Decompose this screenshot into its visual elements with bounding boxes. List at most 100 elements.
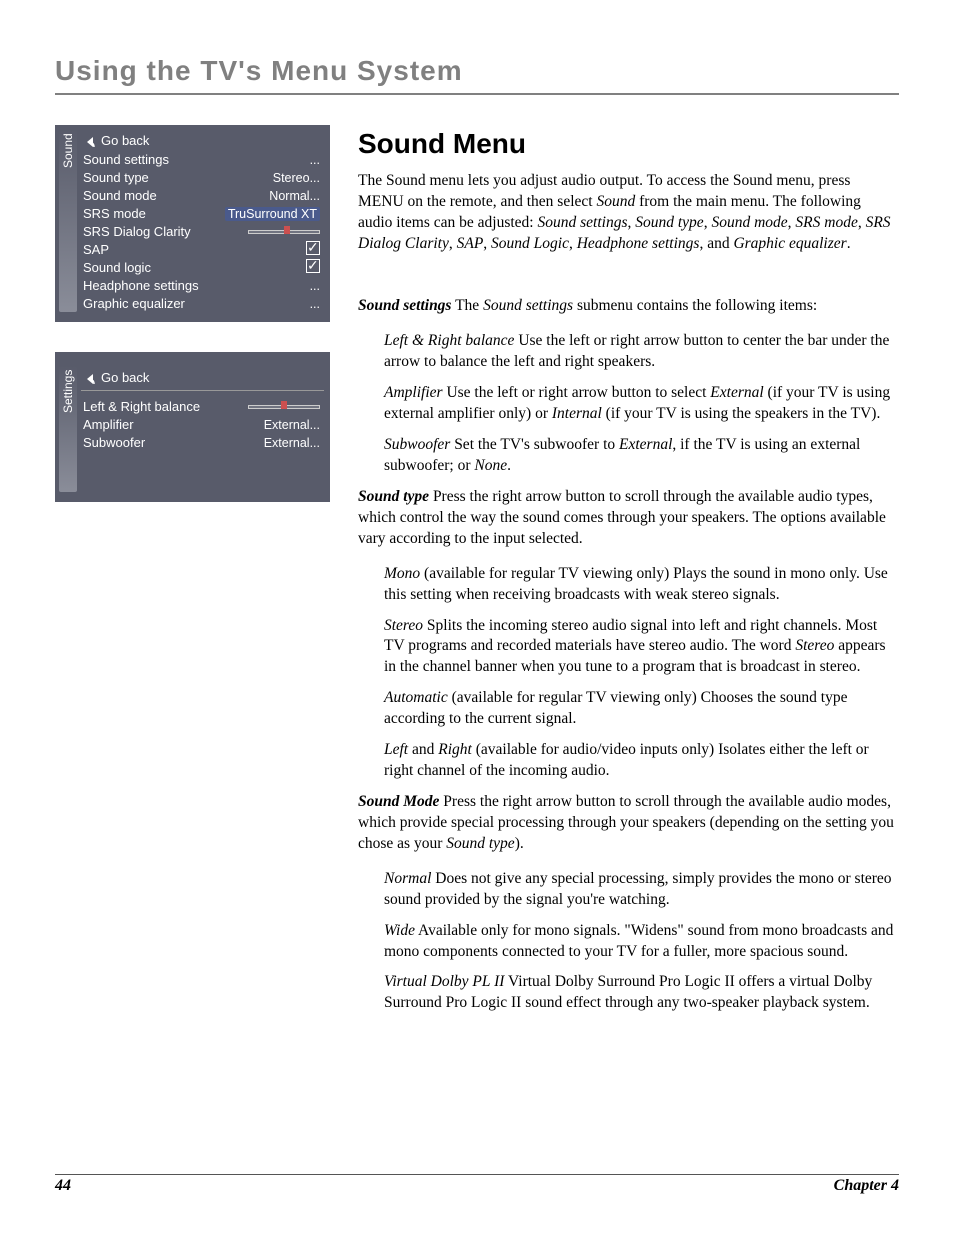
auto-text: (available for regular TV viewing only) …: [384, 689, 847, 727]
osd-row-value: External...: [264, 418, 320, 432]
osd-row[interactable]: SAP: [81, 241, 324, 258]
osd-row-value: ...: [310, 153, 320, 167]
osd-row[interactable]: SRS mode TruSurround XT: [81, 205, 324, 222]
osd-row[interactable]: Headphone settings...: [81, 277, 324, 294]
osd-row-label: Sound mode: [83, 188, 157, 203]
intro-paragraph: The Sound menu lets you adjust audio out…: [358, 171, 899, 255]
osd-row[interactable]: Sound mode Normal...: [81, 187, 324, 204]
wide-head: Wide: [384, 922, 415, 939]
osd-row-label: Sound type: [83, 170, 149, 185]
st-head: Sound type: [358, 488, 429, 505]
sm-text2: ).: [515, 835, 524, 852]
wide-para: Wide Available only for mono signals. "W…: [358, 921, 899, 963]
osd-row[interactable]: Subwoofer External...: [81, 434, 324, 451]
page-footer: 44 Chapter 4: [55, 1174, 899, 1195]
intro-item: Sound Logic: [491, 235, 569, 252]
osd-divider: [81, 390, 324, 391]
sw-ext: External: [619, 436, 672, 453]
checkbox-icon[interactable]: [306, 259, 320, 273]
slider-icon[interactable]: [248, 401, 320, 411]
intro-item: Sound settings: [538, 214, 628, 231]
stereo-para: Stereo Splits the incoming stereo audio …: [358, 616, 899, 679]
intro-item: Headphone settings: [577, 235, 700, 252]
osd-tab-settings: Settings: [59, 366, 77, 492]
intro-and: , and: [699, 235, 733, 252]
intro-sound: Sound: [596, 193, 635, 210]
lr2-and: and: [408, 741, 438, 758]
sound-settings-para: Sound settings The Sound settings submen…: [358, 296, 899, 317]
ss-text2: submenu contains the following items:: [573, 297, 817, 314]
amp-head: Amplifier: [384, 384, 443, 401]
intro-sep: ,: [858, 214, 866, 231]
osd-row-label: Headphone settings: [83, 278, 199, 293]
osd-row-label: Sound logic: [83, 260, 151, 275]
normal-para: Normal Does not give any special process…: [358, 869, 899, 911]
left-column: Sound Go backSound settings...Sound type…: [55, 125, 330, 1024]
sm-head: Sound Mode: [358, 793, 439, 810]
intro-sep: ,: [569, 235, 577, 252]
amp-text: Use the left or right arrow button to se…: [443, 384, 711, 401]
lr-head: Left & Right balance: [384, 332, 514, 349]
osd-row-label: SAP: [83, 242, 109, 257]
virtual-dolby-para: Virtual Dolby PL II Virtual Dolby Surrou…: [358, 972, 899, 1014]
slider-icon[interactable]: [248, 226, 320, 236]
osd-row[interactable]: Go back: [81, 133, 324, 150]
osd-row[interactable]: Go back: [81, 370, 324, 387]
osd-row-label: Go back: [83, 370, 149, 387]
sm-text: Press the right arrow button to scroll t…: [358, 793, 894, 852]
osd-row-label: Subwoofer: [83, 435, 145, 450]
sound-mode-para: Sound Mode Press the right arrow button …: [358, 792, 899, 855]
osd-row[interactable]: Sound settings...: [81, 151, 324, 168]
intro-period: .: [847, 235, 851, 252]
osd-row-value: ...: [310, 297, 320, 311]
amp-ext: External: [710, 384, 763, 401]
osd-settings-menu: Settings Go back Left & Right balance Ampl…: [55, 352, 330, 502]
intro-sep: ,: [483, 235, 491, 252]
osd-row[interactable]: Left & Right balance: [81, 398, 324, 415]
sw-text: Set the TV's subwoofer to: [450, 436, 619, 453]
osd-row-value: External...: [264, 436, 320, 450]
mono-head: Mono: [384, 565, 420, 582]
intro-item: Sound type: [635, 214, 703, 231]
section-title: Sound Menu: [358, 125, 899, 163]
amp-text3: (if your TV is using the speakers in the…: [602, 405, 881, 422]
osd-row-value: Normal...: [269, 189, 320, 203]
intro-item: SAP: [457, 235, 484, 252]
osd-row[interactable]: Sound logic: [81, 259, 324, 276]
osd-tab-sound: Sound: [59, 129, 77, 312]
osd-sound-menu: Sound Go backSound settings...Sound type…: [55, 125, 330, 322]
subwoofer-para: Subwoofer Set the TV's subwoofer to Exte…: [358, 435, 899, 477]
ss-head: Sound settings: [358, 297, 451, 314]
osd-row[interactable]: AmplifierExternal...: [81, 416, 324, 433]
automatic-para: Automatic (available for regular TV view…: [358, 688, 899, 730]
osd-row-value: TruSurround XT: [225, 207, 320, 221]
lr2-left: Left: [384, 741, 408, 758]
ss-sub: Sound settings: [483, 297, 573, 314]
sm-st: Sound type: [446, 835, 514, 852]
osd-row-label: Left & Right balance: [83, 399, 200, 414]
osd-row[interactable]: Graphic equalizer...: [81, 295, 324, 312]
osd-row[interactable]: Sound type Stereo...: [81, 169, 324, 186]
sw-text3: .: [507, 457, 511, 474]
sw-head: Subwoofer: [384, 436, 450, 453]
osd-row-value: Stereo...: [273, 171, 320, 185]
osd-row[interactable]: SRS Dialog Clarity: [81, 223, 324, 240]
osd-row-value: ...: [310, 279, 320, 293]
page-title: Using the TV's Menu System: [55, 55, 899, 95]
osd-row-value: [248, 400, 320, 414]
osd-row-value: [306, 241, 320, 258]
amplifier-para: Amplifier Use the left or right arrow bu…: [358, 383, 899, 425]
mono-text: (available for regular TV viewing only) …: [384, 565, 888, 603]
lr2-right: Right: [438, 741, 472, 758]
norm-text: Does not give any special processing, si…: [384, 870, 892, 908]
auto-head: Automatic: [384, 689, 448, 706]
ss-text: The: [451, 297, 483, 314]
osd-row-value: [306, 259, 320, 276]
mono-para: Mono (available for regular TV viewing o…: [358, 564, 899, 606]
lr-balance-para: Left & Right balance Use the left or rig…: [358, 331, 899, 373]
osd-row-label: SRS Dialog Clarity: [83, 224, 191, 239]
page-number: 44: [55, 1177, 71, 1195]
osd-row-label: SRS mode: [83, 206, 146, 221]
osd-row-label: Go back: [83, 133, 149, 150]
checkbox-icon[interactable]: [306, 241, 320, 255]
